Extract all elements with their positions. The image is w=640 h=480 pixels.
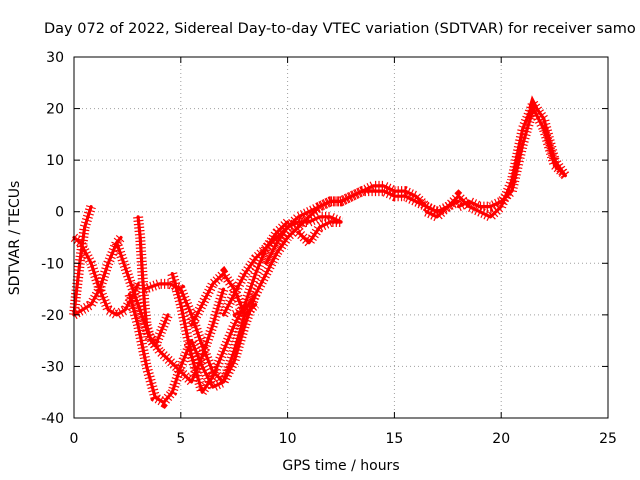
x-axis-label: GPS time / hours — [282, 458, 399, 474]
series-line-arc-9 — [189, 272, 258, 327]
x-tick-label: 15 — [385, 431, 403, 447]
x-tick-label: 10 — [279, 431, 297, 447]
series-line-arc-4 — [115, 241, 226, 384]
series-line-arc-10 — [221, 215, 343, 317]
axis-ticks: 0 5 10 15 20 25 -40 -30 -20 -10 0 10 20 30 — [41, 50, 617, 447]
chart-title: Day 072 of 2022, Sidereal Day-to-day VTE… — [44, 21, 636, 37]
series-line-arc-7 — [142, 282, 258, 384]
y-tick-label: 30 — [46, 50, 64, 66]
y-tick-label: -20 — [41, 308, 64, 324]
y-tick-label: -10 — [41, 256, 64, 272]
y-tick-label: -40 — [41, 411, 64, 427]
series-group — [69, 92, 570, 409]
x-tick-label: 0 — [70, 431, 79, 447]
series-line-arc-14 — [424, 101, 567, 219]
x-tick-label: 5 — [176, 431, 185, 447]
series-line-arc-2 — [72, 205, 93, 317]
series-line-arc-12 — [264, 189, 461, 265]
series-line-arc-6 — [136, 215, 170, 348]
plot-frame — [73, 56, 609, 419]
y-tick-label: -30 — [41, 359, 64, 375]
x-tick-label: 25 — [599, 431, 617, 447]
y-axis-label: SDTVAR / TECUs — [7, 181, 23, 296]
grid — [74, 57, 608, 418]
x-tick-label: 20 — [492, 431, 510, 447]
y-tick-label: 20 — [46, 102, 64, 118]
y-tick-label: 10 — [46, 153, 64, 169]
series-line-arc-13 — [296, 220, 343, 245]
y-tick-label: 0 — [55, 205, 64, 221]
series-line-arc-15 — [456, 107, 567, 209]
